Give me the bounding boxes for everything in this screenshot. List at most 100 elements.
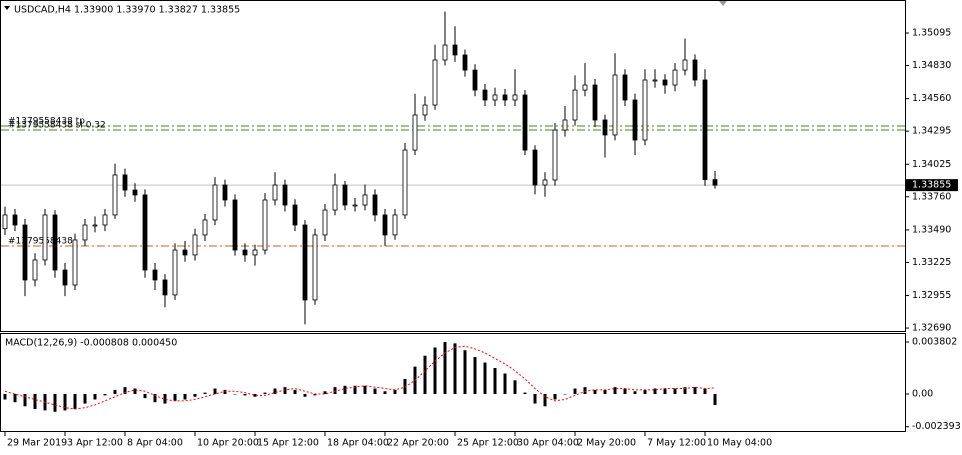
macd-bar bbox=[293, 389, 297, 394]
candle-body bbox=[432, 59, 438, 106]
macd-bar bbox=[333, 387, 337, 394]
candle-body bbox=[32, 259, 38, 281]
macd-bar bbox=[463, 350, 467, 394]
y-tick-label: 1.34295 bbox=[912, 126, 951, 137]
candle-body bbox=[132, 189, 138, 196]
candle-body bbox=[2, 214, 8, 230]
macd-bar bbox=[263, 392, 267, 394]
macd-bar bbox=[323, 391, 327, 394]
candle-body bbox=[682, 59, 688, 71]
x-tick-label: 22 Apr 20:00 bbox=[387, 438, 449, 449]
macd-bar bbox=[623, 388, 627, 394]
macd-bar bbox=[693, 387, 697, 394]
shift-marker bbox=[719, 1, 727, 6]
candle-body bbox=[182, 249, 188, 256]
x-tick-label: 29 Mar 2019 bbox=[7, 438, 67, 449]
y-tick-label: 1.32955 bbox=[912, 290, 951, 301]
candle-body bbox=[122, 174, 128, 191]
candle-body bbox=[712, 179, 718, 186]
macd-bar bbox=[453, 343, 457, 394]
macd-bar bbox=[133, 388, 137, 394]
macd-bar bbox=[103, 393, 107, 396]
candle-body bbox=[232, 199, 238, 251]
signal-line bbox=[4, 345, 716, 410]
candle-body bbox=[142, 194, 148, 271]
macd-bar bbox=[533, 393, 537, 404]
candle-body bbox=[582, 84, 588, 91]
candle-body bbox=[632, 99, 638, 141]
candle-body bbox=[552, 129, 558, 181]
macd-bar bbox=[523, 392, 527, 394]
x-tick-label: 3 Apr 12:00 bbox=[67, 438, 123, 449]
candle-body bbox=[312, 234, 318, 301]
candle-body bbox=[472, 69, 478, 91]
candle-body bbox=[442, 44, 448, 61]
candle-body bbox=[522, 94, 528, 151]
macd-bar bbox=[583, 387, 587, 394]
macd-bar bbox=[303, 393, 307, 397]
macd-bar bbox=[93, 393, 97, 400]
macd-bar bbox=[483, 362, 487, 394]
macd-bar bbox=[343, 385, 347, 394]
candle-body bbox=[602, 119, 608, 136]
macd-bar bbox=[83, 393, 87, 404]
y-tick-label: 0.003802 bbox=[912, 336, 957, 347]
current-price-box bbox=[906, 179, 958, 192]
x-tick-label: 7 May 12:00 bbox=[647, 438, 706, 449]
candle-body bbox=[112, 174, 118, 216]
macd-bar bbox=[563, 393, 567, 395]
macd-bar bbox=[23, 393, 27, 407]
x-tick-label: 8 Apr 04:00 bbox=[127, 438, 183, 449]
candle-body bbox=[172, 249, 178, 296]
macd-bar bbox=[643, 389, 647, 394]
macd-bar bbox=[443, 342, 447, 394]
candle-body bbox=[412, 114, 418, 151]
y-tick-label: 1.34025 bbox=[912, 159, 951, 170]
macd-bar bbox=[163, 393, 167, 404]
candle-body bbox=[302, 224, 308, 301]
candle-body bbox=[402, 149, 408, 216]
macd-bar bbox=[223, 389, 227, 394]
candle-body bbox=[482, 89, 488, 101]
x-tick-label: 15 Apr 12:00 bbox=[257, 438, 319, 449]
macd-bar bbox=[493, 368, 497, 394]
macd-bar bbox=[703, 388, 707, 394]
candle-body bbox=[322, 209, 328, 236]
candle-body bbox=[382, 214, 388, 236]
macd-bar bbox=[283, 387, 287, 394]
macd-bar bbox=[513, 380, 517, 394]
y-tick-label: 1.33760 bbox=[912, 191, 951, 202]
candle-body bbox=[672, 69, 678, 86]
macd-bar bbox=[433, 347, 437, 394]
candle-body bbox=[692, 59, 698, 81]
candle-body bbox=[622, 74, 628, 101]
y-tick-label: 0.00 bbox=[912, 388, 933, 399]
candle-body bbox=[462, 54, 468, 71]
candle-body bbox=[492, 94, 498, 101]
x-tick-label: 30 Apr 04:00 bbox=[517, 438, 579, 449]
x-tick-label: 25 Apr 12:00 bbox=[457, 438, 519, 449]
macd-bar bbox=[503, 373, 507, 394]
macd-bar bbox=[473, 357, 477, 394]
candle-body bbox=[372, 194, 378, 216]
candle-body bbox=[262, 199, 268, 251]
current-price-label: 1.33855 bbox=[912, 180, 951, 191]
candle-body bbox=[212, 184, 218, 221]
macd-bar bbox=[143, 393, 147, 399]
macd-bar bbox=[63, 393, 67, 411]
candle-body bbox=[62, 269, 68, 286]
macd-bar bbox=[673, 388, 677, 394]
candle-body bbox=[592, 84, 598, 121]
candle-body bbox=[542, 179, 548, 186]
macd-panel bbox=[0, 333, 906, 432]
macd-bar bbox=[203, 392, 207, 394]
candle-body bbox=[72, 239, 78, 286]
candle-body bbox=[162, 279, 168, 296]
macd-bar bbox=[273, 388, 277, 394]
candle-body bbox=[152, 269, 158, 281]
y-tick-label: 1.34560 bbox=[912, 93, 951, 104]
candle-body bbox=[532, 149, 538, 186]
candle-body bbox=[562, 119, 568, 131]
macd-bar bbox=[113, 389, 117, 394]
y-tick-label: 1.33225 bbox=[912, 257, 951, 268]
